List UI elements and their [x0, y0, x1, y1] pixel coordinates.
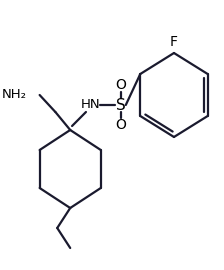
Text: HN: HN	[81, 99, 100, 112]
Text: O: O	[116, 78, 127, 92]
Text: S: S	[116, 97, 126, 113]
Text: O: O	[116, 118, 127, 132]
Text: NH₂: NH₂	[2, 89, 27, 102]
Text: F: F	[170, 35, 178, 49]
